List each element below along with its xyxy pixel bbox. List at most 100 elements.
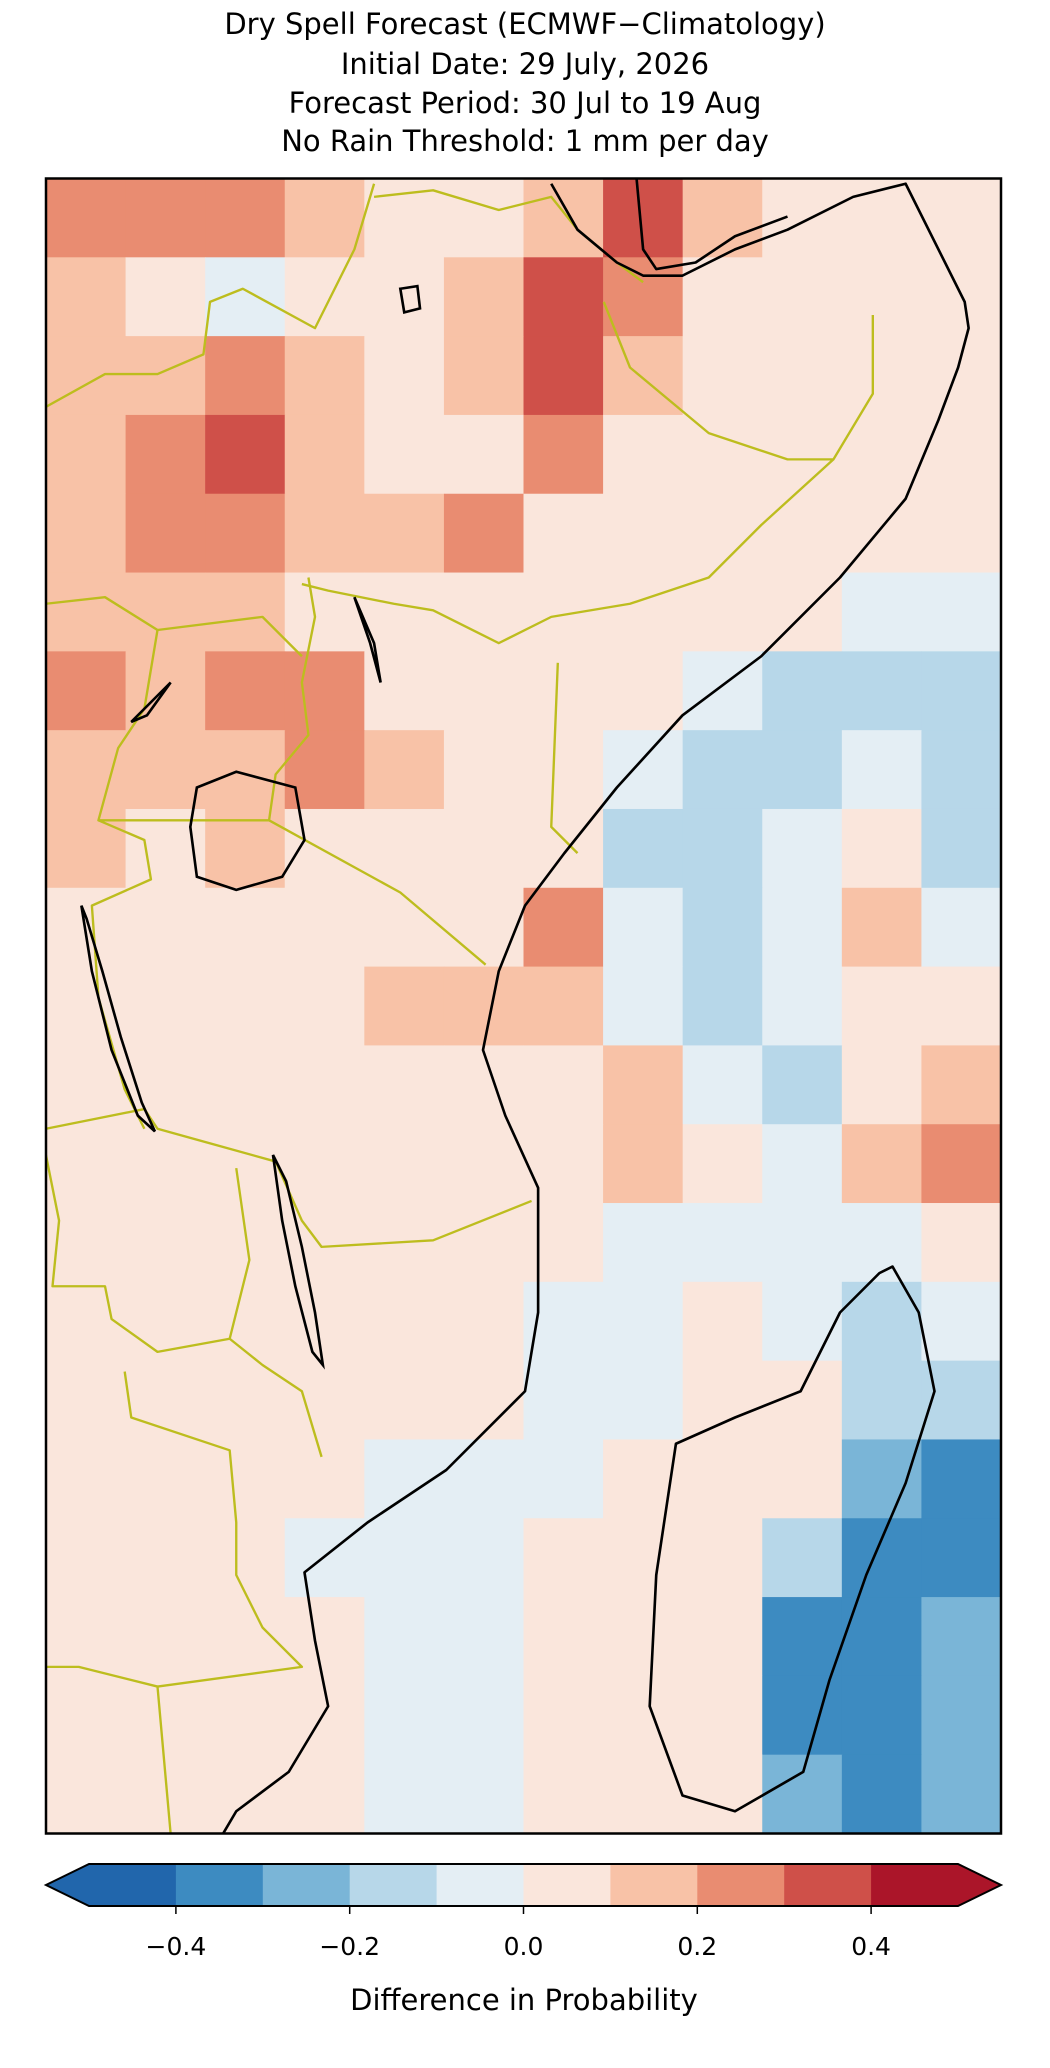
heatmap-cell (46, 1675, 127, 1756)
heatmap-cell (125, 178, 206, 258)
heatmap-cell (921, 1124, 1002, 1204)
heatmap-cell (841, 336, 922, 416)
heatmap-cell (205, 966, 286, 1046)
heatmap-cell (762, 1518, 843, 1598)
heatmap-cell (523, 1124, 604, 1204)
heatmap-cell (603, 414, 684, 495)
heatmap-cell (603, 808, 684, 889)
heatmap-cell (125, 1597, 206, 1677)
colorbar-segment (262, 1864, 351, 1906)
heatmap-cell (443, 1518, 524, 1598)
heatmap-cell (125, 1203, 206, 1283)
heatmap-cell (364, 414, 445, 495)
country-border (602, 301, 874, 461)
heatmap-cell (443, 1203, 524, 1283)
heatmap-cell (921, 1045, 1002, 1125)
heatmap-cell (921, 730, 1002, 810)
heatmap-cell (284, 1597, 365, 1677)
heatmap-cell (603, 1518, 684, 1598)
lake (353, 596, 382, 683)
heatmap-cell (284, 257, 365, 337)
heatmap-cell (443, 1597, 524, 1677)
heatmap-cell (841, 808, 922, 889)
heatmap-cell (921, 808, 1002, 889)
heatmap-cell (443, 1675, 524, 1756)
heatmap-cell (603, 572, 684, 652)
heatmap-cell (205, 493, 286, 574)
colorbar-extend-max (958, 1864, 1001, 1906)
heatmap-cell (364, 1754, 445, 1834)
heatmap-cell (762, 1754, 843, 1834)
heatmap-cell (603, 651, 684, 731)
heatmap-cell (443, 493, 524, 574)
heatmap-cell (443, 966, 524, 1046)
heatmap-cell (682, 1597, 763, 1677)
heatmap-cell (284, 808, 365, 889)
heatmap-cell (443, 257, 524, 337)
country-border (228, 1167, 323, 1458)
heatmap-cell (125, 1045, 206, 1125)
heatmap-cell (205, 1045, 286, 1125)
heatmap-cell (364, 1675, 445, 1756)
heatmap-cell (921, 493, 1002, 574)
country-border (550, 662, 579, 854)
heatmap-cell (841, 1675, 922, 1756)
heatmap-cell (603, 1045, 684, 1125)
heatmap-cell (46, 257, 127, 337)
heatmap-cell (443, 1439, 524, 1519)
heatmap-cell (205, 887, 286, 968)
heatmap-cell (603, 966, 684, 1046)
colorbar-tick-label: 0.4 (851, 1932, 891, 1961)
heatmap-cell (762, 336, 843, 416)
colorbar-tick-label: −0.4 (146, 1932, 207, 1961)
heatmap-cell (921, 651, 1002, 731)
heatmap-cell (364, 1597, 445, 1677)
heatmap-cell (46, 1597, 127, 1677)
heatmap-cell (364, 730, 445, 810)
heatmap-cell (364, 336, 445, 416)
coastline (221, 182, 970, 1834)
lake (271, 1154, 325, 1370)
colorbar-label: Difference in Probability (350, 1983, 698, 2017)
heatmap-cell (284, 1124, 365, 1204)
heatmap-cell (762, 493, 843, 574)
heatmap-cell (921, 1360, 1002, 1440)
heatmap-cell (762, 1045, 843, 1125)
heatmap-cell (762, 1124, 843, 1204)
heatmap-cell (523, 414, 604, 495)
heatmap-cell (762, 572, 843, 652)
heatmap-cell (443, 1360, 524, 1440)
heatmap-cell (921, 1281, 1002, 1362)
heatmap-cell (682, 1360, 763, 1440)
heatmap-cell (364, 966, 445, 1046)
heatmap-cell (603, 1203, 684, 1283)
heatmap-cell (46, 1281, 127, 1362)
heatmap-cell (523, 887, 604, 968)
heatmap-cell (284, 1439, 365, 1519)
heatmap-cell (443, 730, 524, 810)
heatmap-cell (46, 493, 127, 574)
colorbar-segment (349, 1864, 438, 1906)
heatmap-cell (603, 493, 684, 574)
heatmap-cell (443, 1754, 524, 1834)
heatmap-cell (364, 808, 445, 889)
heatmap-cell (284, 651, 365, 731)
heatmap-cell (46, 966, 127, 1046)
heatmap-cell (682, 414, 763, 495)
chart-subtitle: No Rain Threshold: 1 mm per day (281, 124, 769, 158)
country-border (45, 1665, 158, 1688)
heatmap-cell (682, 1675, 763, 1756)
heatmap-cell (46, 572, 127, 652)
heatmap-cell (603, 1597, 684, 1677)
country-border (123, 1371, 304, 1834)
heatmap-cell (762, 1360, 843, 1440)
chart-subtitle: Initial Date: 29 July, 2026 (341, 47, 709, 81)
lake (80, 905, 157, 1133)
colorbar-segment (610, 1864, 698, 1906)
heatmap-cell (682, 1754, 763, 1834)
heatmap-cell (284, 966, 365, 1046)
heatmap-cell (523, 178, 604, 258)
colorbar-outline (43, 1863, 1004, 1907)
heatmap-cell (603, 1360, 684, 1440)
heatmap-cell (205, 1281, 286, 1362)
